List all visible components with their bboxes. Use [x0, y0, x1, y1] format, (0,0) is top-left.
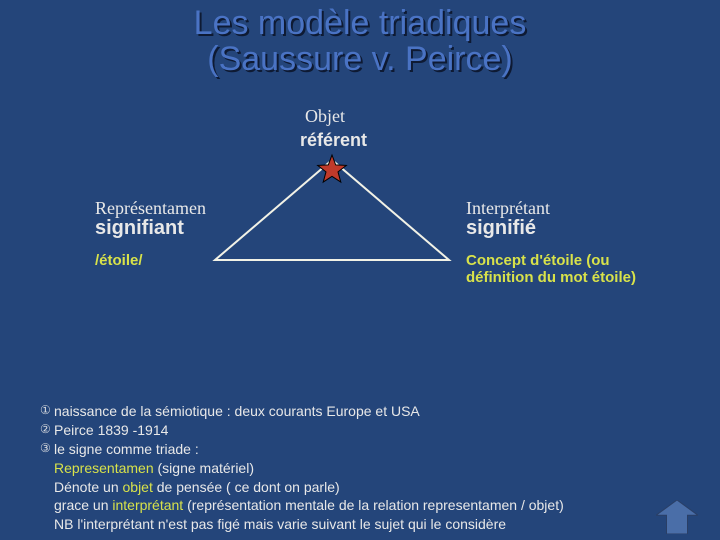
notes-line: grace un interprétant (représentation me… [40, 496, 564, 515]
label-signifie: signifié [466, 217, 536, 240]
notes-line-text: naissance de la sémiotique : deux couran… [54, 402, 420, 421]
notes-block: ①naissance de la sémiotique : deux coura… [40, 402, 564, 534]
label-concept-line1: Concept d'étoile (ou [466, 252, 610, 269]
label-etoile-example: /étoile/ [95, 252, 143, 269]
label-objet: Objet [305, 106, 345, 127]
notes-line-text: Dénote un objet de pensée ( ce dont on p… [54, 478, 340, 497]
next-slide-arrow-icon[interactable] [656, 500, 698, 534]
notes-line: NB l'interprétant n'est pas figé mais va… [40, 515, 564, 534]
notes-line: ①naissance de la sémiotique : deux coura… [40, 402, 564, 421]
label-representamen: Représentamen [95, 198, 206, 219]
notes-line-text: Representamen (signe matériel) [54, 459, 254, 478]
notes-line: ③le signe comme triade : [40, 440, 564, 459]
label-referent: référent [300, 130, 367, 151]
label-signifiant: signifiant [95, 217, 184, 240]
notes-line-text: grace un interprétant (représentation me… [54, 496, 564, 515]
bullet-marker: ③ [40, 440, 54, 456]
notes-line: ②Peirce 1839 -1914 [40, 421, 564, 440]
notes-line-text: Peirce 1839 -1914 [54, 421, 168, 440]
notes-line-text: NB l'interprétant n'est pas figé mais va… [54, 515, 506, 534]
notes-line-text: le signe comme triade : [54, 440, 199, 459]
notes-line: Dénote un objet de pensée ( ce dont on p… [40, 478, 564, 497]
label-interpretant: Interprétant [466, 198, 550, 219]
star-icon [318, 155, 347, 182]
label-concept-line2: définition du mot étoile) [466, 269, 636, 286]
notes-line: Representamen (signe matériel) [40, 459, 564, 478]
bullet-marker: ① [40, 402, 54, 418]
bullet-marker: ② [40, 421, 54, 437]
